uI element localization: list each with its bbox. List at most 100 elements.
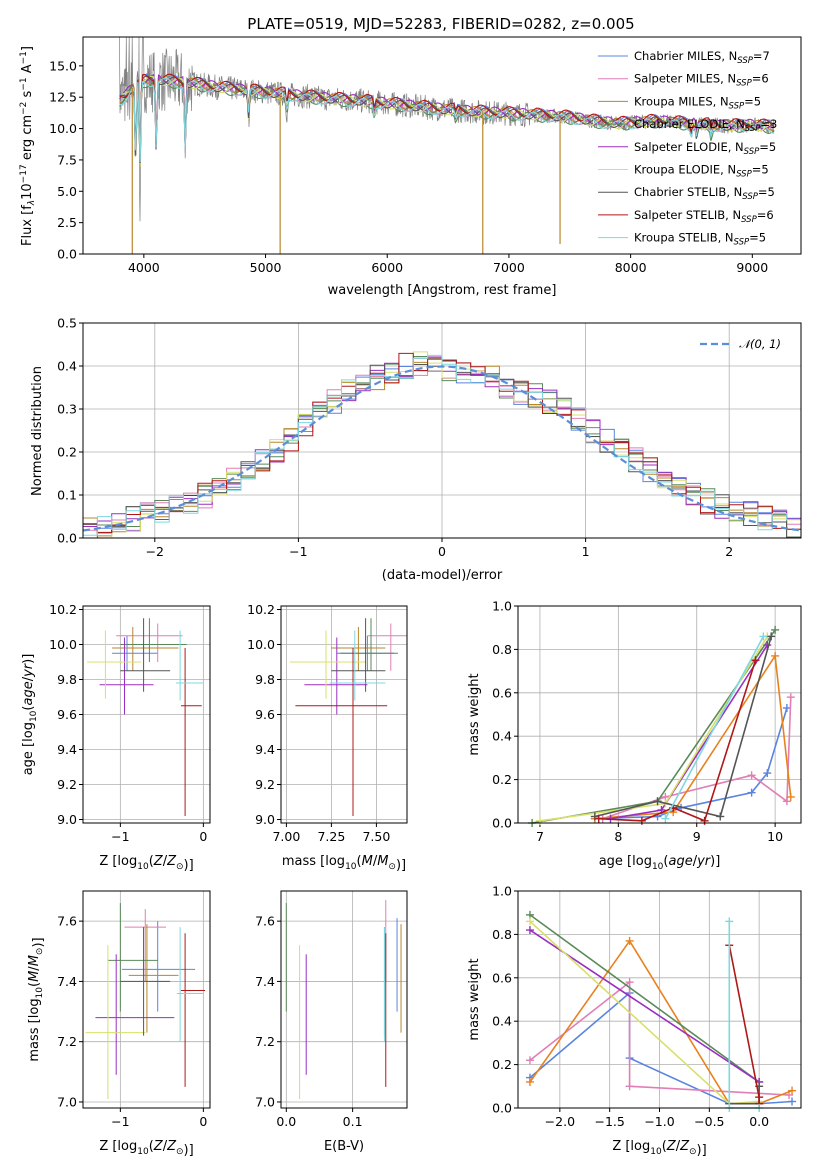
series-line [529, 914, 760, 1083]
y-tick-label: 9.2 [57, 777, 77, 792]
series-line [664, 636, 765, 820]
label-part: Z [log [612, 1139, 650, 1154]
errorbar-point [124, 909, 167, 982]
x-tick-label: −1 [111, 829, 129, 844]
axes-frame [82, 36, 802, 255]
y-axis-label: Normed distribution [30, 366, 45, 496]
x-tick-label: 9000 [736, 260, 768, 275]
errorbar-point [99, 637, 154, 715]
age-vs-mass-panel: 7.00 7.25 7.50 9.0 9.2 9.4 9.6 9.8 10.0 10.2 mass … [247, 602, 408, 873]
label-part: age [log [599, 854, 652, 869]
label-italic: age [21, 681, 36, 705]
x-axis-label: wavelength [Angstrom, rest frame] [328, 283, 557, 298]
errorbar-point [331, 618, 386, 692]
errorbar-point [95, 954, 175, 1075]
series-line [529, 980, 790, 1096]
label-italic: Z [666, 1139, 677, 1154]
label-part: )] [396, 858, 406, 873]
x-tick-label: 5000 [250, 260, 282, 275]
x-axis-label: Z [log10(Z/Z⊙)] [612, 1139, 706, 1158]
label-part: erg cm [20, 115, 35, 164]
errorbar-point [290, 630, 368, 699]
y-tick-label: 0.2 [492, 772, 512, 787]
label-part: )] [31, 937, 46, 947]
label-part: )] [184, 858, 194, 873]
x-tick-label: 0 [438, 544, 446, 559]
legend-label-tail: =7 [753, 49, 770, 63]
errorbar-point [112, 635, 158, 671]
mass-vs-extinction-panel: 0.0 0.1 7.0 7.2 7.4 7.6 E(B-V) [255, 890, 408, 1154]
y-tick-label: 0.3 [57, 402, 77, 417]
series-point-marker [637, 816, 646, 825]
series-point-marker [747, 771, 756, 780]
y-tick-label: 0.8 [492, 642, 512, 657]
series-point-marker [786, 693, 795, 702]
label-sup: −1 [19, 77, 29, 90]
label-italic: age [668, 854, 692, 869]
label-part: mass [log [282, 854, 345, 869]
series-point-marker [625, 978, 634, 987]
errorbar-point [107, 903, 158, 1012]
legend-label-sub: SSP [734, 238, 750, 248]
label-part: mass [log [27, 998, 42, 1061]
legend-label-sub: SSP [742, 192, 758, 202]
label-italic: M [27, 971, 42, 982]
x-tick-label: 7000 [493, 260, 525, 275]
legend-label-sub: SSP [736, 79, 752, 89]
x-tick-label: 10 [767, 829, 783, 844]
x-axis-label: Z [log10(Z/Z⊙)] [99, 1139, 193, 1158]
age-vs-metallicity-panel: −1 09.09.29.49.69.810.010.2Z [log10(Z/Z⊙)… [21, 602, 211, 873]
y-tick-label: 0.4 [492, 729, 512, 744]
y-tick-label: 2.5 [57, 215, 77, 230]
label-italic: Z [679, 1139, 690, 1154]
series-point-marker [771, 625, 780, 634]
histogram-step-line [83, 351, 801, 539]
legend-label-tail: =5 [752, 163, 769, 177]
series-point-marker [786, 792, 795, 801]
errorbar-point [367, 623, 407, 671]
label-part: Flux [f [20, 205, 35, 246]
y-tick-label: 9.6 [57, 707, 77, 722]
legend-label-main: Kroupa ELODIE, N [634, 163, 736, 177]
x-tick-label: −2.0 [545, 1114, 575, 1129]
series-line [594, 707, 788, 820]
x-tick-label: −2 [146, 544, 164, 559]
spectrum-panel: 4000 5000 6000 7000 8000 9000 0.0 2.5 5.0 7.5 10.0… [19, 36, 802, 298]
errorbar-point [128, 924, 179, 1033]
label-part: ( [357, 854, 362, 869]
legend-label-tail: =5 [758, 185, 775, 199]
legend-label-tail: =5 [744, 94, 761, 108]
label-part: )] [710, 854, 720, 869]
label-sub: 10 [35, 987, 45, 999]
legend-label-sub: SSP [744, 147, 760, 157]
label-part: ( [662, 1139, 667, 1154]
axes-frame [280, 605, 408, 824]
legend-label-main: Salpeter STELIB, N [634, 208, 741, 222]
series-point-marker [525, 926, 534, 935]
label-sub: ⊙ [35, 948, 45, 956]
label-part: ] [20, 46, 35, 51]
series-point-marker [525, 1077, 534, 1086]
y-tick-label: 0.4 [57, 359, 77, 374]
y-tick-label: 0.2 [57, 445, 77, 460]
series-line [728, 921, 760, 1109]
legend-label-sub: SSP [736, 170, 752, 180]
errorbar-point [122, 921, 196, 1012]
y-tick-label: 7.2 [255, 1034, 275, 1049]
legend-label: Chabrier MILES, NSSP=7 [634, 49, 770, 66]
label-part: ( [27, 982, 42, 987]
label-part: ( [149, 1139, 154, 1154]
label-italic: yr [696, 854, 712, 869]
y-tick-label: 7.5 [57, 152, 77, 167]
label-italic: M [377, 854, 388, 869]
x-axis-label: (data-model)/error [382, 568, 503, 583]
model-spectrum-line [119, 77, 775, 163]
y-tick-label: 7.0 [255, 1094, 275, 1109]
series-point-marker [525, 1056, 534, 1065]
errorbar-point [87, 630, 142, 699]
label-sup: −1 [19, 51, 29, 64]
errorbar-point [176, 927, 204, 1042]
y-tick-label: 0.8 [492, 927, 512, 942]
y-tick-label: 10.0 [49, 121, 77, 136]
